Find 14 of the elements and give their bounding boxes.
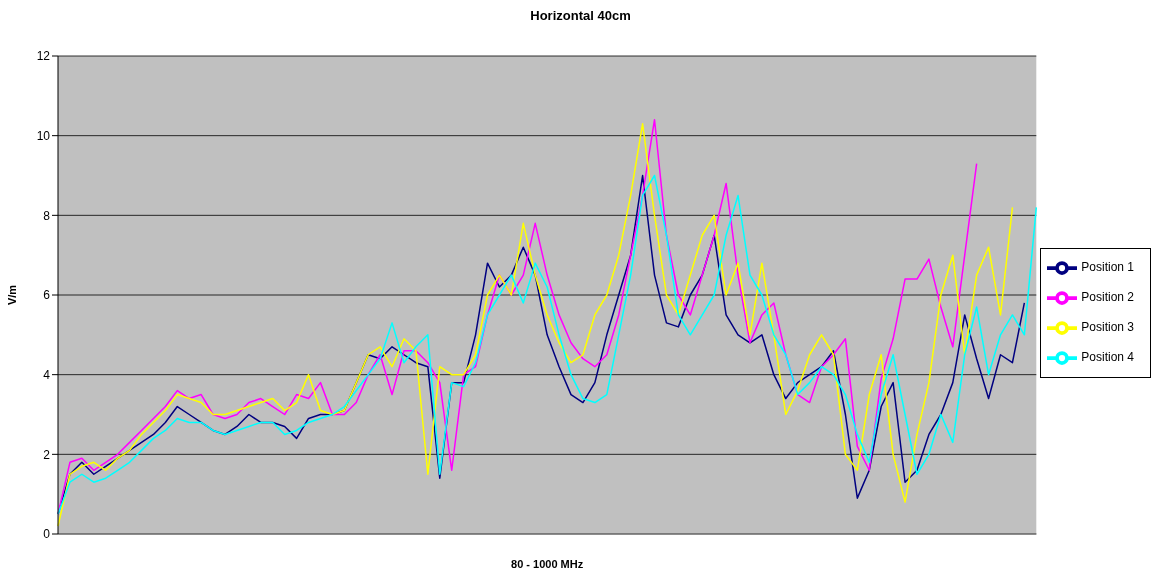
y-tick-label: 10	[36, 128, 51, 143]
y-axis-title: V/m	[5, 284, 18, 306]
chart-title: Horizontal 40cm	[529, 8, 632, 25]
y-tick-label: 8	[43, 208, 51, 223]
x-axis-title: 80 - 1000 MHz	[511, 558, 584, 570]
legend-label: Position 3	[1081, 320, 1134, 335]
y-tick-label: 2	[43, 447, 51, 462]
y-tick-label: 0	[43, 527, 51, 542]
legend-label: Position 4	[1081, 350, 1134, 365]
y-tick-label: 6	[43, 288, 51, 303]
legend-label: Position 1	[1081, 260, 1134, 275]
y-tick-label: 12	[36, 49, 51, 64]
y-tick-label: 4	[43, 367, 51, 382]
legend-label: Position 2	[1081, 290, 1134, 305]
